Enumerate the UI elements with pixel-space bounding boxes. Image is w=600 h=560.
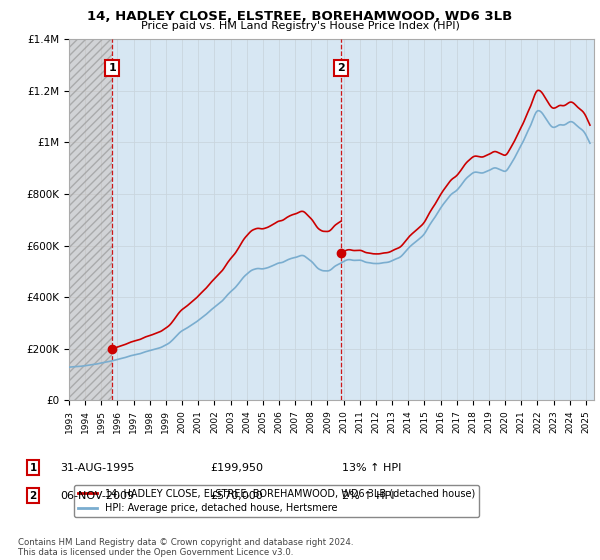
Text: £570,000: £570,000	[210, 491, 263, 501]
Text: 13% ↑ HPI: 13% ↑ HPI	[342, 463, 401, 473]
Text: 2% ↑ HPI: 2% ↑ HPI	[342, 491, 395, 501]
Text: Contains HM Land Registry data © Crown copyright and database right 2024.
This d: Contains HM Land Registry data © Crown c…	[18, 538, 353, 557]
Text: 06-NOV-2009: 06-NOV-2009	[60, 491, 134, 501]
Text: 1: 1	[29, 463, 37, 473]
Bar	[69, 39, 112, 400]
Legend: 14, HADLEY CLOSE, ELSTREE, BOREHAMWOOD, WD6 3LB (detached house), HPI: Average p: 14, HADLEY CLOSE, ELSTREE, BOREHAMWOOD, …	[74, 485, 479, 517]
Bar	[112, 39, 594, 400]
Text: Price paid vs. HM Land Registry's House Price Index (HPI): Price paid vs. HM Land Registry's House …	[140, 21, 460, 31]
Text: 31-AUG-1995: 31-AUG-1995	[60, 463, 134, 473]
Text: 14, HADLEY CLOSE, ELSTREE, BOREHAMWOOD, WD6 3LB: 14, HADLEY CLOSE, ELSTREE, BOREHAMWOOD, …	[88, 10, 512, 23]
Text: £199,950: £199,950	[210, 463, 263, 473]
Text: 1: 1	[108, 63, 116, 73]
Text: 2: 2	[337, 63, 345, 73]
Text: 2: 2	[29, 491, 37, 501]
